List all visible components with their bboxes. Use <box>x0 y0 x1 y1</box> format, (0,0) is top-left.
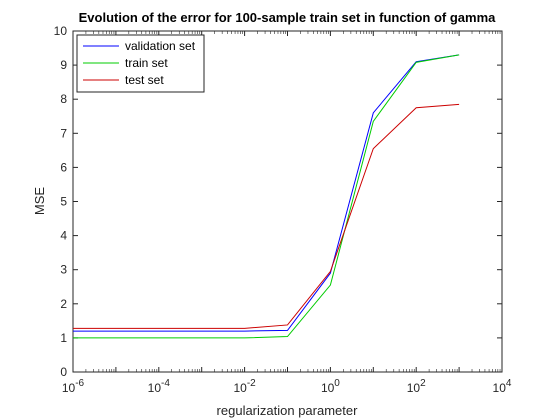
x-tick-label: 10-4 <box>148 378 171 395</box>
y-tick-label: 0 <box>60 365 67 379</box>
x-tick-label: 100 <box>321 378 340 395</box>
y-tick-label: 5 <box>60 195 67 209</box>
legend-label: test set <box>125 73 164 87</box>
y-tick-label: 1 <box>60 331 67 345</box>
y-tick-label: 3 <box>60 263 67 277</box>
series-line-validation-set <box>73 54 460 332</box>
y-tick-label: 9 <box>60 58 67 72</box>
x-tick-label: 10-6 <box>62 378 85 395</box>
y-tick-label: 2 <box>60 297 67 311</box>
series-line-train-set <box>73 54 460 339</box>
legend-box <box>76 34 205 93</box>
series-line-test-set <box>73 103 460 329</box>
y-tick-label: 7 <box>60 126 67 140</box>
y-tick-label: 10 <box>54 24 68 38</box>
plot-area: 10-6 10-4 10-2 100 102 104 0 1 2 3 4 5 6 7 8 9 10 validat… <box>54 24 512 395</box>
x-axis-label: regularization parameter <box>217 403 359 418</box>
x-tick-label: 104 <box>493 378 512 395</box>
legend-label: train set <box>125 56 168 70</box>
y-axis-label: MSE <box>32 187 47 216</box>
legend-label: validation set <box>125 39 196 53</box>
y-tick-label: 8 <box>60 92 67 106</box>
x-tick-label: 10-2 <box>233 378 256 395</box>
y-tick-label: 6 <box>60 160 67 174</box>
x-tick-label: 102 <box>407 378 426 395</box>
y-tick-label: 4 <box>60 229 67 243</box>
chart-title: Evolution of the error for 100-sample tr… <box>79 10 497 25</box>
